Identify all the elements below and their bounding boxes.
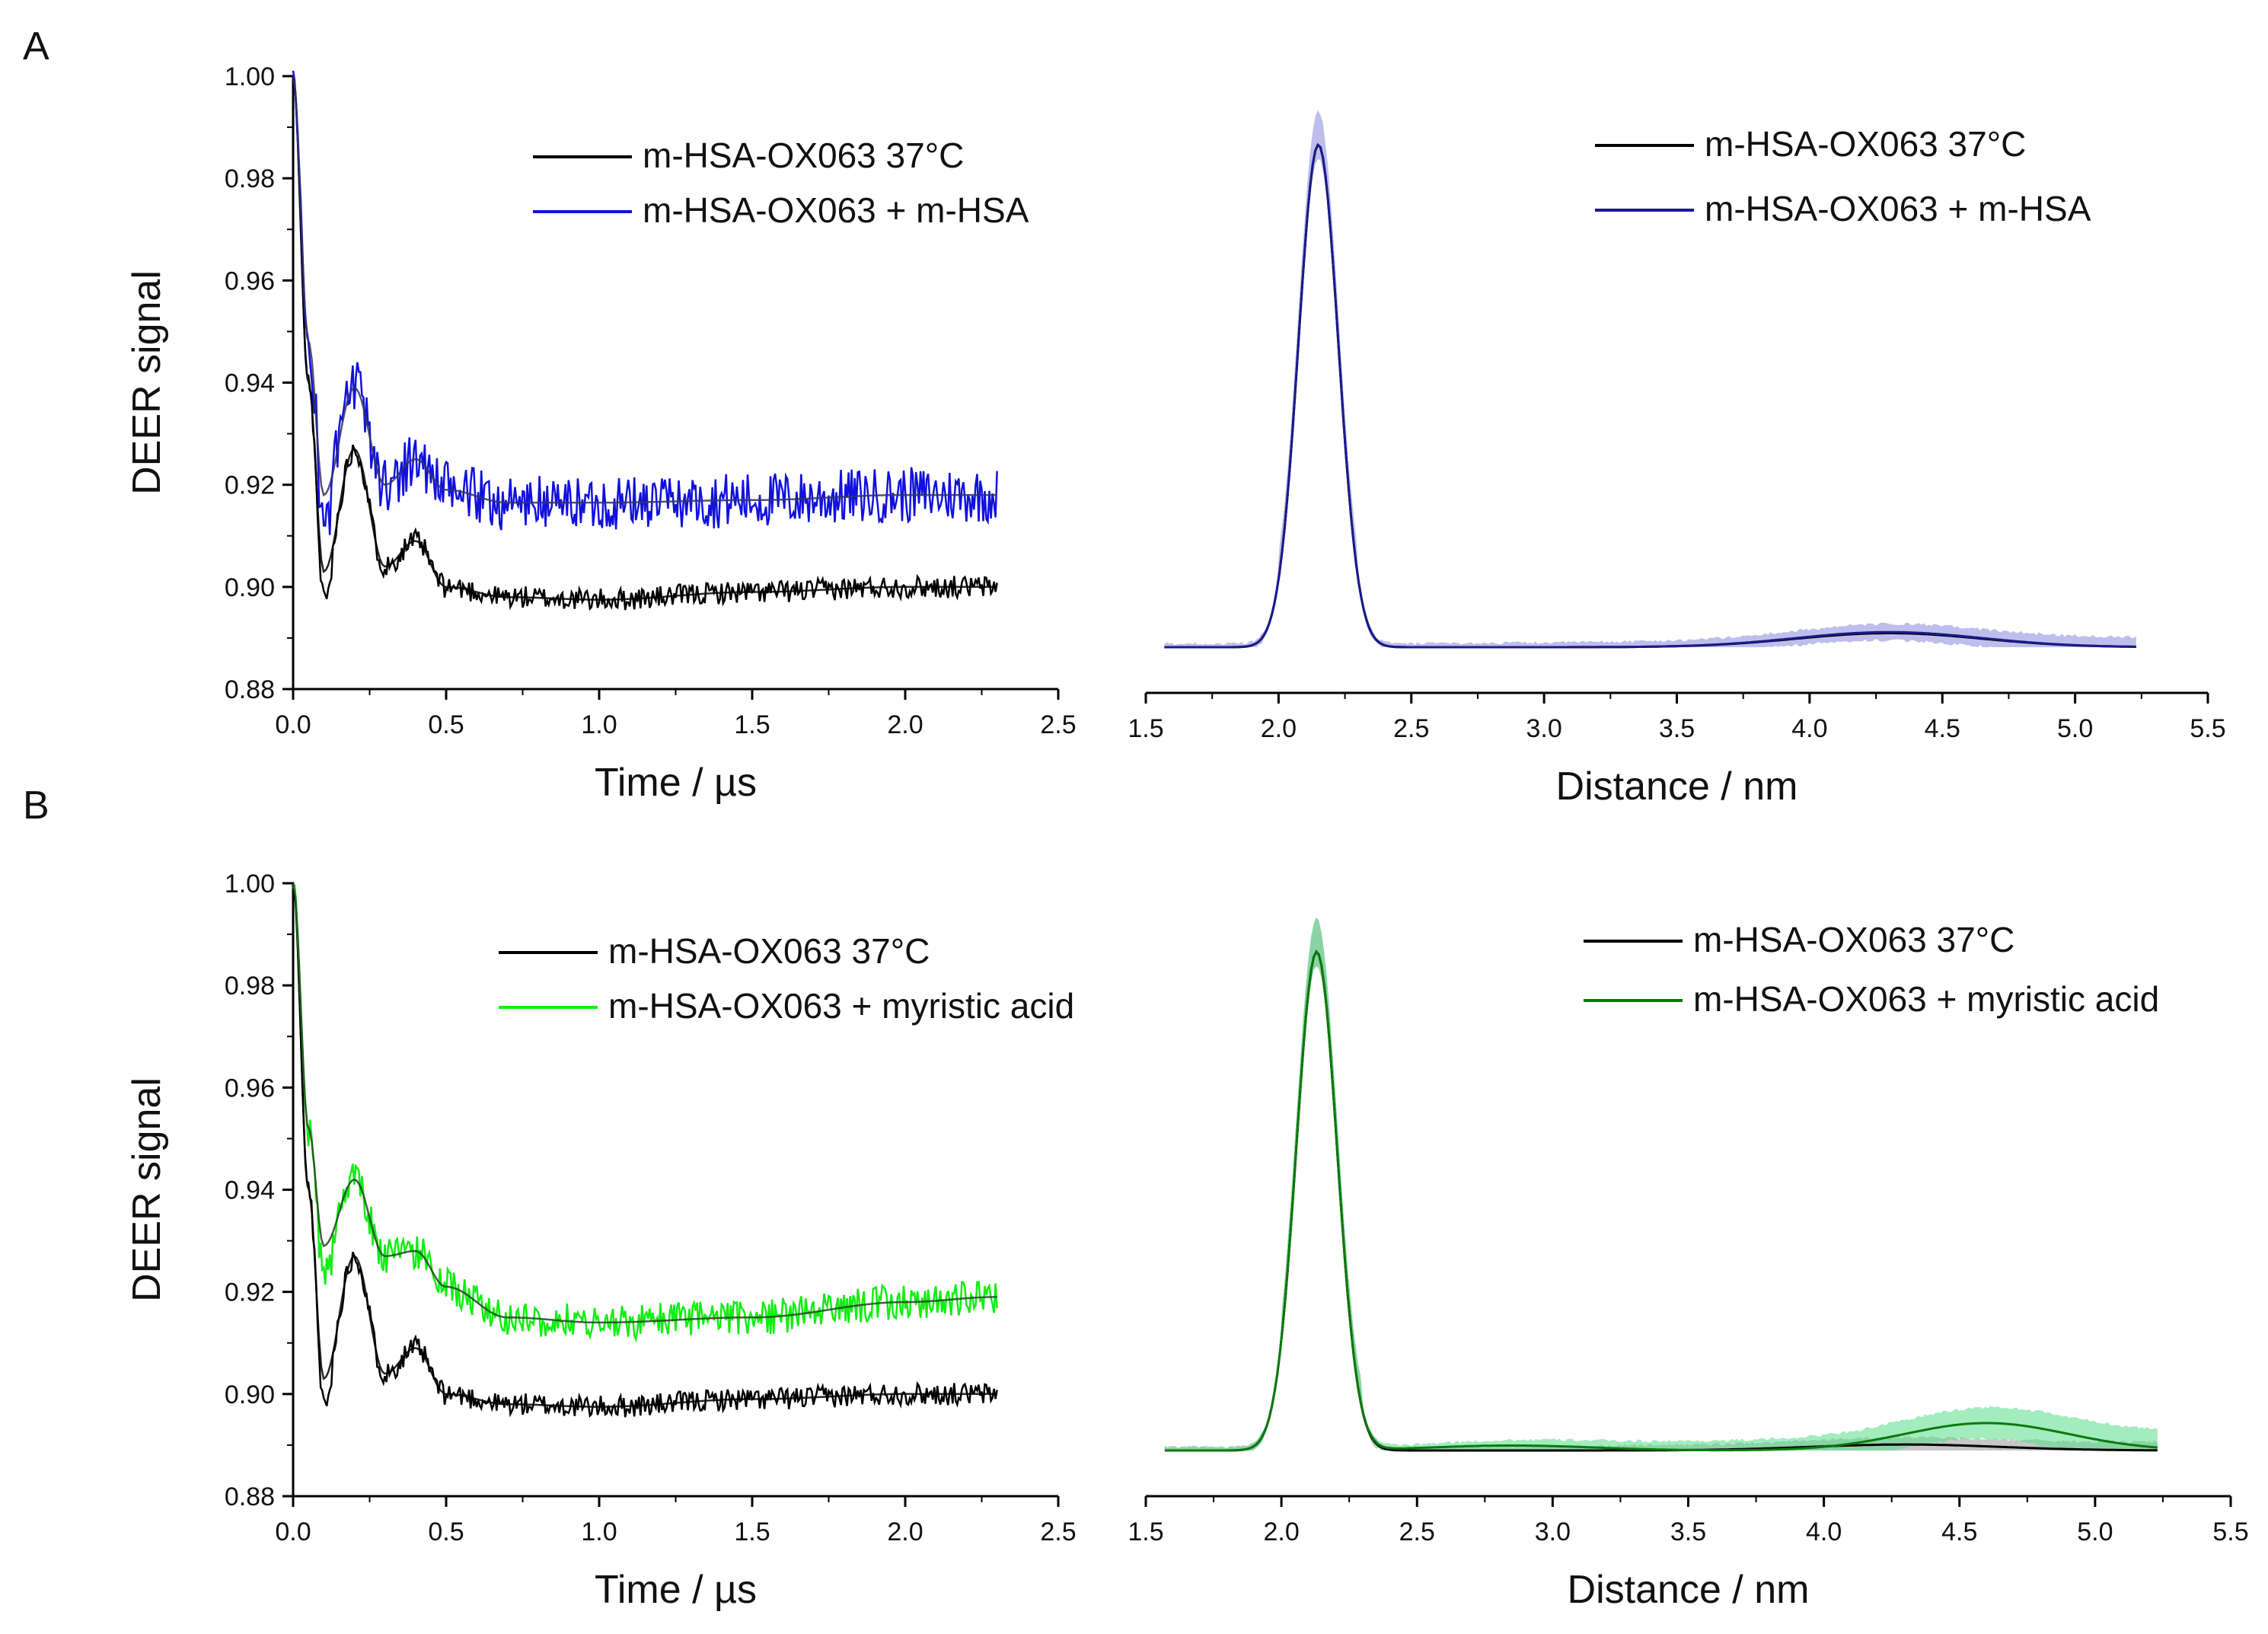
- legend: m-HSA-OX063 37°C m-HSA-OX063 + myristic a…: [499, 931, 1074, 1026]
- distance-distribution-line: [1164, 949, 2158, 1452]
- x-tick-label: 5.5: [2190, 714, 2225, 743]
- y-tick-label: 0.96: [225, 1074, 275, 1103]
- x-tick-label: 2.5: [1040, 710, 1076, 739]
- x-tick-label: 5.0: [2077, 1518, 2113, 1546]
- x-tick-label: 1.5: [734, 710, 770, 739]
- x-tick-label: 1.0: [581, 1518, 617, 1546]
- x-tick-label: 0.0: [275, 710, 311, 739]
- legend: m-HSA-OX063 37°C m-HSA-OX063 + myristic a…: [1584, 920, 2159, 1019]
- y-tick-label: 0.92: [225, 1278, 275, 1307]
- distance-distribution-line: [1164, 142, 2136, 649]
- x-tick-label: 1.5: [1128, 714, 1163, 743]
- x-tick-label: 2.5: [1399, 1518, 1435, 1546]
- x-tick-label: 4.5: [1925, 714, 1960, 743]
- y-tick-label: 1.00: [225, 62, 275, 91]
- series-fit-line: [292, 75, 997, 504]
- x-tick-label: 3.5: [1670, 1518, 1706, 1546]
- x-axis-label: Distance / nm: [1556, 764, 1798, 809]
- chart-a-right: 1.5 2.0 2.5 3.0 3.5 4.0 4.5 5.0 5.5 Distance / nm…: [1128, 110, 2226, 809]
- x-tick-label: 1.5: [734, 1518, 770, 1546]
- legend-label: m-HSA-OX063 37°C: [1693, 920, 2014, 959]
- legend-label: m-HSA-OX063 + myristic acid: [1693, 979, 2159, 1019]
- y-tick-label: 0.98: [225, 164, 275, 193]
- y-tick-label: 0.88: [225, 1482, 275, 1511]
- x-tick-label: 2.0: [1263, 1518, 1299, 1546]
- x-tick-label: 0.5: [428, 710, 464, 739]
- x-axis-label: Distance / nm: [1568, 1568, 1810, 1612]
- y-tick-label: 0.90: [225, 1380, 275, 1409]
- legend: m-HSA-OX063 37°C m-HSA-OX063 + m-HSA: [1595, 124, 2091, 228]
- y-tick-label: 0.96: [225, 266, 275, 295]
- y-tick-label: 0.92: [225, 471, 275, 500]
- x-tick-label: 4.0: [1791, 714, 1827, 743]
- series-data-line: [292, 70, 998, 535]
- series-data-line: [292, 75, 998, 611]
- series-fit-line: [292, 882, 997, 1324]
- legend-label: m-HSA-OX063 37°C: [1705, 124, 2026, 164]
- legend-label: m-HSA-OX063 37°C: [608, 931, 930, 971]
- chart-b-left: 0.88 0.90 0.92 0.94 0.96 0.98 1.00 DEER signal 0…: [125, 870, 1077, 1612]
- x-tick-label: 1.0: [581, 710, 617, 739]
- series-fit-line: [292, 75, 997, 601]
- x-tick-label: 2.0: [887, 1518, 923, 1546]
- x-tick-label: 2.0: [887, 710, 923, 739]
- y-tick-label: 1.00: [225, 870, 275, 898]
- x-tick-label: 1.5: [1128, 1518, 1163, 1546]
- y-tick-label: 0.94: [225, 1176, 275, 1205]
- y-tick-label: 0.94: [225, 369, 275, 398]
- x-tick-label: 3.5: [1659, 714, 1695, 743]
- panel-letter-b: B: [23, 783, 49, 828]
- legend-label: m-HSA-OX063 + m-HSA: [1705, 189, 2091, 228]
- x-tick-label: 2.0: [1261, 714, 1297, 743]
- legend: m-HSA-OX063 37°C m-HSA-OX063 + m-HSA: [533, 136, 1029, 230]
- plots-container: 0.88 0.90 0.92 0.94 0.96 0.98 1.00 DEER signal 0…: [125, 62, 2249, 1612]
- x-tick-label: 2.5: [1393, 714, 1429, 743]
- legend-label: m-HSA-OX063 + myristic acid: [608, 986, 1074, 1026]
- distance-distribution-line: [1164, 949, 2158, 1452]
- x-axis-label: Time / µs: [595, 1568, 757, 1612]
- legend-label: m-HSA-OX063 37°C: [643, 136, 964, 175]
- series-data-line: [292, 882, 998, 1419]
- y-axis-label: DEER signal: [125, 1077, 169, 1302]
- series-fit-line: [292, 882, 997, 1408]
- x-tick-label: 3.0: [1526, 714, 1561, 743]
- y-tick-label: 0.90: [225, 573, 275, 602]
- x-tick-label: 4.5: [1941, 1518, 1977, 1546]
- y-tick-label: 0.88: [225, 675, 275, 704]
- y-tick-label: 0.98: [225, 972, 275, 1001]
- x-tick-label: 5.5: [2212, 1518, 2248, 1546]
- x-tick-label: 2.5: [1040, 1518, 1076, 1546]
- chart-a-left: 0.88 0.90 0.92 0.94 0.96 0.98 1.00 DEER signal 0…: [125, 62, 1077, 805]
- x-axis-label: Time / µs: [595, 761, 757, 805]
- x-tick-label: 3.0: [1535, 1518, 1571, 1546]
- chart-b-right: 1.5 2.0 2.5 3.0 3.5 4.0 4.5 5.0 5.5 Distance / nm…: [1128, 917, 2249, 1612]
- panel-letter-a: A: [23, 24, 49, 69]
- x-tick-label: 0.5: [428, 1518, 464, 1546]
- x-tick-label: 5.0: [2057, 714, 2093, 743]
- series-data-line: [292, 884, 998, 1343]
- legend-label: m-HSA-OX063 + m-HSA: [643, 190, 1029, 230]
- x-tick-label: 4.0: [1806, 1518, 1842, 1546]
- y-axis-label: DEER signal: [125, 270, 169, 495]
- x-tick-label: 0.0: [275, 1518, 311, 1546]
